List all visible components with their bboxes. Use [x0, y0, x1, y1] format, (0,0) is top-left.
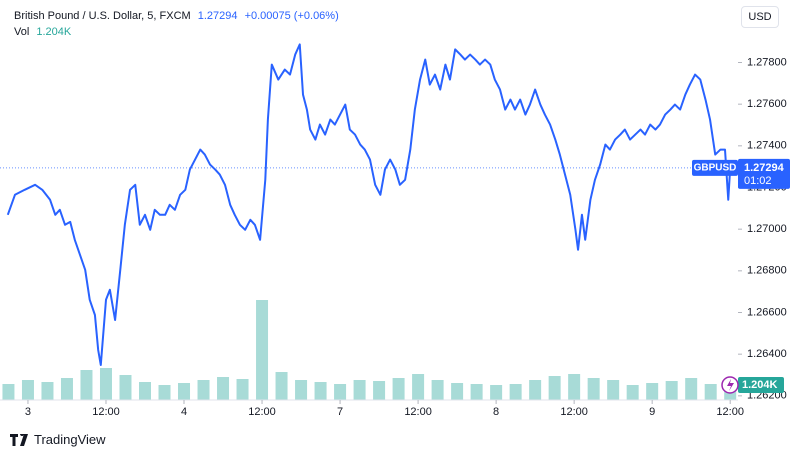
volume-bar — [607, 380, 620, 400]
volume-bar — [704, 384, 717, 400]
price-row: British Pound / U.S. Dollar, 5, FXCM 1.2… — [14, 8, 343, 24]
volume-badge — [738, 377, 784, 393]
y-tick-label: 1.26400 — [747, 348, 787, 360]
x-tick-label: 12:00 — [404, 406, 432, 418]
volume-bar — [529, 380, 542, 400]
x-tick-label: 7 — [337, 406, 343, 418]
volume-bar — [685, 378, 698, 400]
volume-bar — [119, 375, 132, 400]
price-badge-label: 1.27294 — [744, 162, 785, 174]
volume-bar — [99, 368, 112, 400]
volume-bar — [626, 385, 639, 400]
x-tick-label: 3 — [25, 406, 31, 418]
volume-bar — [568, 374, 581, 400]
alert-icon-bolt — [727, 379, 734, 391]
x-tick-label: 9 — [649, 406, 655, 418]
x-tick-label: 8 — [493, 406, 499, 418]
y-tick-label: 1.27800 — [747, 56, 787, 68]
brand-name: TradingView — [34, 432, 106, 447]
x-tick-label: 4 — [181, 406, 187, 418]
volume-bar — [60, 378, 73, 400]
volume-bar — [587, 378, 600, 400]
x-tick-label: 12:00 — [92, 406, 120, 418]
y-tick-label: 1.27000 — [747, 223, 787, 235]
y-tick-label: 1.26800 — [747, 265, 787, 277]
volume-bar — [646, 383, 659, 400]
volume-bar — [2, 384, 15, 400]
volume-bar — [217, 377, 230, 400]
volume-bar — [158, 385, 171, 400]
countdown: 01:02 — [744, 175, 772, 187]
last-price: 1.27294 — [197, 10, 238, 22]
brand-logo[interactable]: TradingView — [10, 432, 106, 447]
volume-bar — [21, 380, 34, 400]
volume-bar — [138, 382, 151, 400]
volume-bar — [256, 300, 269, 400]
volume-bar — [236, 379, 249, 400]
volume-bar — [451, 383, 464, 400]
currency-button[interactable]: USD — [741, 6, 779, 28]
volume-bar — [431, 380, 444, 400]
x-tick-label: 12:00 — [716, 406, 744, 418]
volume-value: 1.204K — [36, 26, 72, 38]
volume-bar — [275, 372, 288, 400]
y-tick-label: 1.26600 — [747, 306, 787, 318]
x-tick-label: 12:00 — [560, 406, 588, 418]
symbol-badge — [692, 159, 738, 176]
price-change: +0.00075 (+0.06%) — [244, 10, 339, 22]
volume-bar — [197, 380, 210, 400]
legend-header: British Pound / U.S. Dollar, 5, FXCM 1.2… — [14, 8, 343, 40]
volume-bar — [665, 381, 678, 400]
volume-bar — [490, 385, 503, 400]
symbol-badge-label: GBPUSD — [694, 163, 737, 174]
price-badge — [738, 158, 790, 189]
symbol-title: British Pound / U.S. Dollar, 5, FXCM — [14, 10, 191, 22]
y-tick-label: 1.27600 — [747, 98, 787, 110]
volume-label: Vol — [14, 26, 30, 38]
volume-bar — [548, 376, 561, 400]
x-tick-label: 12:00 — [248, 406, 276, 418]
volume-bar — [470, 384, 483, 400]
volume-bar — [412, 374, 425, 400]
price-line — [6, 43, 732, 366]
volume-bar — [295, 380, 308, 400]
volume-bar — [509, 384, 522, 400]
volume-bar — [80, 370, 93, 400]
volume-bar — [373, 381, 386, 400]
volume-bar — [392, 378, 405, 400]
volume-bar — [353, 380, 366, 400]
volume-row: Vol 1.204K — [14, 24, 343, 40]
volume-bar — [334, 384, 347, 400]
y-tick-label: 1.27400 — [747, 140, 787, 152]
volume-bar — [314, 382, 327, 400]
volume-bar — [41, 382, 54, 400]
volume-badge-label: 1.204K — [742, 379, 778, 391]
logo-icon — [10, 433, 28, 446]
volume-bar — [178, 383, 191, 400]
